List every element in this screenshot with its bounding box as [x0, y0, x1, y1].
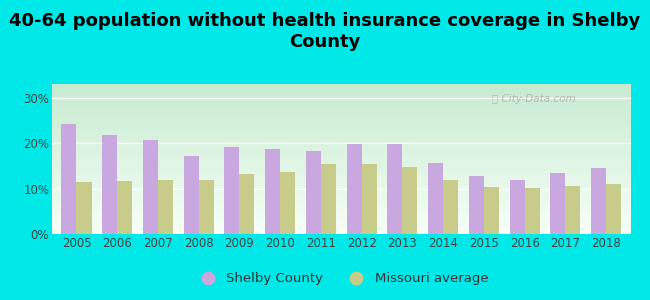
Bar — [280, 172, 295, 234]
Bar — [77, 182, 92, 234]
Bar — [361, 164, 377, 234]
Text: ⓘ City-Data.com: ⓘ City-Data.com — [491, 94, 575, 104]
Bar — [510, 180, 525, 234]
Text: 40-64 population without health insurance coverage in Shelby
County: 40-64 population without health insuranc… — [9, 12, 641, 51]
Bar — [443, 180, 458, 234]
Bar — [469, 176, 484, 234]
Bar — [402, 167, 417, 234]
Bar — [265, 149, 280, 234]
Bar — [102, 135, 117, 234]
Bar — [183, 156, 199, 234]
Bar — [61, 124, 77, 234]
Bar — [428, 163, 443, 234]
Bar — [551, 173, 566, 234]
Bar — [239, 173, 254, 234]
Bar — [143, 140, 158, 234]
Bar — [306, 151, 321, 234]
Bar — [158, 180, 173, 234]
Bar — [484, 187, 499, 234]
Bar — [566, 186, 580, 234]
Bar — [591, 168, 606, 234]
Legend: Shelby County, Missouri average: Shelby County, Missouri average — [189, 267, 493, 290]
Bar — [321, 164, 336, 234]
Bar — [387, 145, 402, 234]
Bar — [199, 180, 214, 234]
Bar — [606, 184, 621, 234]
Bar — [346, 143, 361, 234]
Bar — [525, 188, 540, 234]
Bar — [117, 181, 132, 234]
Bar — [224, 147, 239, 234]
